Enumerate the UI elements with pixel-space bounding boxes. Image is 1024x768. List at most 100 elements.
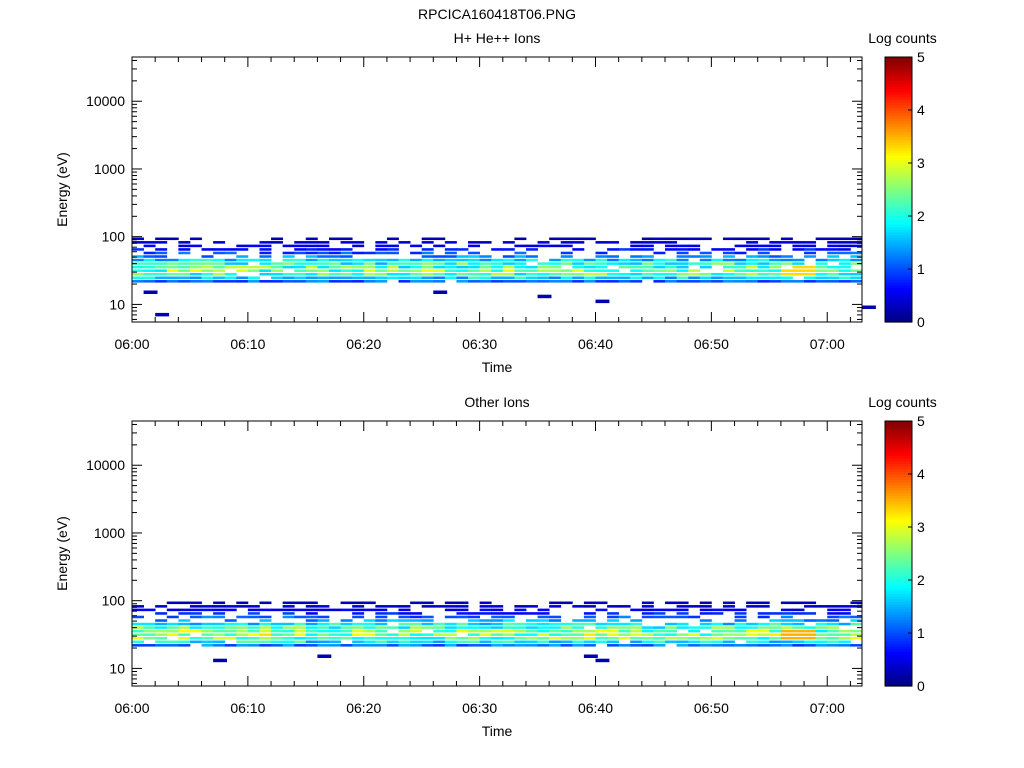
heatmap-cell [479, 644, 492, 647]
heatmap-cell [734, 276, 747, 280]
heatmap-cell [328, 622, 341, 626]
heatmap-cell [282, 244, 295, 248]
colorbar-swatch [885, 115, 912, 119]
colorbar-swatch [885, 587, 912, 592]
heatmap-cell [294, 280, 307, 283]
heatmap-cell [386, 636, 399, 640]
heatmap-cell [491, 615, 504, 619]
heatmap-cell [386, 612, 399, 615]
heatmap-cell [189, 626, 202, 629]
heatmap-cell [352, 262, 365, 265]
heatmap-cell [676, 636, 689, 640]
heatmap-cell [363, 608, 376, 612]
heatmap-cell [421, 272, 434, 276]
heatmap-cell [363, 276, 376, 280]
heatmap-cell [224, 265, 237, 269]
heatmap-cell [224, 258, 237, 262]
heatmap-cell [792, 622, 805, 626]
colorbar-swatch [885, 279, 912, 283]
heatmap-cell [549, 601, 562, 605]
colorbar-swatch [885, 648, 912, 653]
heatmap-cell [166, 276, 179, 280]
heatmap-cell [572, 629, 585, 633]
heatmap-cell [317, 248, 330, 251]
colorbar-swatch [885, 436, 912, 441]
heatmap-cell [143, 255, 156, 258]
heatmap-cell [224, 276, 237, 280]
heatmap-cell [317, 629, 330, 633]
heatmap-cell [189, 237, 202, 241]
heatmap-cell [352, 608, 365, 612]
heatmap-cell [827, 272, 840, 276]
heatmap-cell [143, 262, 156, 265]
heatmap-cell [305, 640, 318, 644]
heatmap-cell [815, 644, 828, 647]
heatmap-cell [653, 280, 666, 283]
heatmap-cell [630, 255, 643, 258]
heatmap-cell [421, 265, 434, 269]
colorbar-swatch [885, 476, 912, 480]
heatmap-cell [804, 276, 817, 280]
heatmap-cell [305, 248, 318, 251]
heatmap-cell [734, 608, 747, 612]
heatmap-cell [630, 640, 643, 644]
heatmap-cell [294, 265, 307, 269]
heatmap-cell [653, 629, 666, 633]
heatmap-cell [282, 276, 295, 280]
heatmap-cell [722, 605, 735, 608]
heatmap-cell [734, 633, 747, 636]
heatmap-cell [271, 280, 284, 283]
heatmap-cell [838, 248, 851, 251]
heatmap-cell [734, 612, 747, 615]
heatmap-cell [375, 629, 388, 633]
colorbar-swatch [885, 213, 912, 217]
heatmap-cell [746, 272, 759, 276]
heatmap-cell [780, 601, 793, 605]
heatmap-cell [247, 633, 260, 636]
colorbar-swatch [885, 210, 912, 214]
heatmap-cell [780, 640, 793, 644]
heatmap-cell [444, 622, 457, 626]
heatmap-cell [375, 615, 388, 619]
heatmap-cell [236, 276, 249, 280]
colorbar-swatch [885, 447, 912, 451]
heatmap-cell [734, 622, 747, 626]
heatmap-cell [653, 633, 666, 636]
heatmap-cell [665, 258, 678, 262]
heatmap-cell [549, 244, 562, 248]
heatmap-cell [468, 244, 481, 248]
heatmap-cell [491, 622, 504, 626]
heatmap-cell [224, 251, 237, 255]
heatmap-cell [340, 272, 353, 276]
heatmap-cell [224, 644, 237, 647]
heatmap-cell [305, 636, 318, 640]
heatmap-cell [746, 276, 759, 280]
panel-title: H+ He++ Ions [454, 30, 541, 46]
heatmap-cell [259, 615, 272, 619]
colorbar-swatch [885, 527, 912, 531]
heatmap-cell [479, 612, 492, 615]
heatmap-cell [213, 605, 226, 608]
colorbar-swatch [885, 186, 912, 191]
heatmap-cell [525, 644, 538, 647]
heatmap-cell [607, 269, 620, 272]
heatmap-cell [305, 276, 318, 280]
colorbar-swatch [885, 492, 912, 496]
colorbar-swatch [885, 192, 912, 196]
heatmap-cell [699, 276, 712, 280]
heatmap-cell [352, 601, 365, 605]
heatmap-cell [780, 626, 793, 629]
heatmap-cell [491, 605, 504, 608]
heatmap-cell [549, 262, 562, 265]
heatmap-cell [653, 265, 666, 269]
heatmap-cell [595, 608, 608, 612]
heatmap-cell [676, 633, 689, 636]
heatmap-cell [641, 629, 654, 633]
heatmap-cell [688, 640, 701, 644]
heatmap-cell [271, 629, 284, 633]
heatmap-cell [328, 633, 341, 636]
heatmap-cell [804, 636, 817, 640]
colorbar-swatch [885, 680, 912, 684]
heatmap-cell [630, 629, 643, 633]
heatmap-cell [132, 622, 144, 626]
